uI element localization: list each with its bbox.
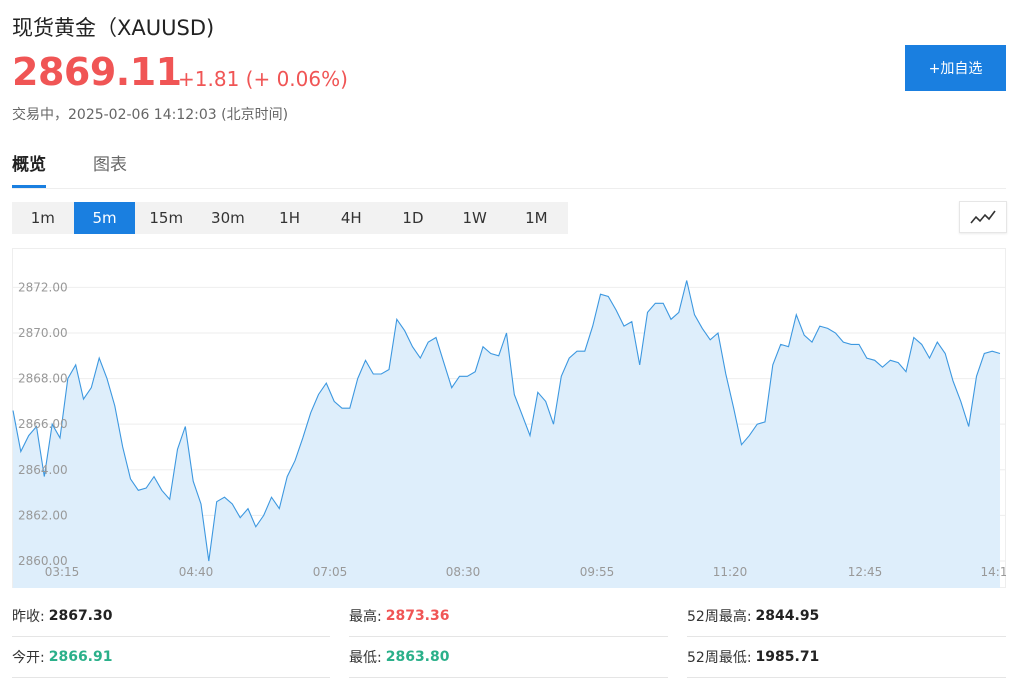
x-tick-label: 08:30	[446, 565, 481, 579]
tab-chart[interactable]: 图表	[93, 155, 127, 175]
price-chart[interactable]: 2872.00 2870.00 2868.00 2866.00 2864.00 2862.…	[12, 248, 1006, 588]
stat-52w-high: 52周最高: 2844.95	[687, 596, 1006, 637]
x-tick-label: 12:45	[848, 565, 883, 579]
stat-high: 最高: 2873.36	[349, 596, 668, 637]
period-1m[interactable]: 1m	[30, 209, 55, 227]
period-4h[interactable]: 4H	[340, 209, 362, 227]
y-tick-label: 2866.00	[18, 417, 68, 431]
period-1w[interactable]: 1W	[462, 209, 487, 227]
page-title: 现货黄金（XAUUSD)	[12, 16, 215, 40]
stat-low: 最低: 2863.80	[349, 637, 668, 678]
price-line	[12, 280, 1001, 562]
stat-open: 今开: 2866.91	[12, 637, 330, 678]
y-tick-label: 2870.00	[18, 326, 68, 340]
x-tick-label: 04:40	[179, 565, 214, 579]
y-tick-label: 2860.00	[18, 554, 68, 568]
period-selector: 1m 5m 15m 30m 1H 4H 1D 1W 1M	[12, 202, 568, 234]
period-5m[interactable]: 5m	[73, 202, 136, 234]
price-change: +1.81 (+ 0.06%)	[178, 67, 348, 91]
x-tick-label: 14:1	[981, 565, 1006, 579]
stat-label: 52周最高:	[687, 609, 752, 625]
period-1d[interactable]: 1D	[402, 209, 424, 227]
trading-status: 交易中，2025-02-06 14:12:03 (北京时间)	[12, 107, 289, 123]
chart-type-button[interactable]	[959, 201, 1007, 233]
stat-label: 昨收:	[12, 609, 45, 625]
y-tick-label: 2872.00	[18, 280, 68, 294]
stat-label: 今开:	[12, 650, 45, 666]
add-watchlist-button[interactable]: +加自选	[905, 45, 1006, 91]
y-tick-label: 2862.00	[18, 508, 68, 522]
stat-value: 2863.80	[385, 649, 450, 665]
stat-label: 最高:	[349, 609, 382, 625]
price-area	[13, 280, 1000, 588]
y-tick-label: 2864.00	[18, 463, 68, 477]
stat-label: 52周最低:	[687, 650, 752, 666]
x-tick-label: 09:55	[580, 565, 615, 579]
line-chart-icon	[970, 210, 996, 224]
y-tick-label: 2868.00	[18, 372, 68, 386]
period-30m[interactable]: 30m	[211, 209, 245, 227]
stat-label: 最低:	[349, 650, 382, 666]
stat-prev-close: 昨收: 2867.30	[12, 596, 330, 637]
period-1h[interactable]: 1H	[279, 209, 300, 227]
stat-value: 2867.30	[48, 608, 113, 624]
stat-value: 2844.95	[755, 608, 820, 624]
stat-value: 1985.71	[755, 649, 820, 665]
tab-bar: 概览 图表	[12, 150, 1006, 189]
x-tick-label: 03:15	[45, 565, 80, 579]
stat-value: 2873.36	[385, 608, 450, 624]
x-tick-label: 11:20	[713, 565, 748, 579]
x-tick-label: 07:05	[313, 565, 348, 579]
current-price: 2869.11	[12, 50, 182, 94]
period-1mo[interactable]: 1M	[525, 209, 548, 227]
stat-52w-low: 52周最低: 1985.71	[687, 637, 1006, 678]
tab-overview[interactable]: 概览	[12, 150, 46, 188]
period-15m[interactable]: 15m	[149, 209, 184, 227]
chart-canvas: 2872.00 2870.00 2868.00 2866.00 2864.00 2862.…	[12, 248, 1006, 588]
stat-value: 2866.91	[48, 649, 113, 665]
